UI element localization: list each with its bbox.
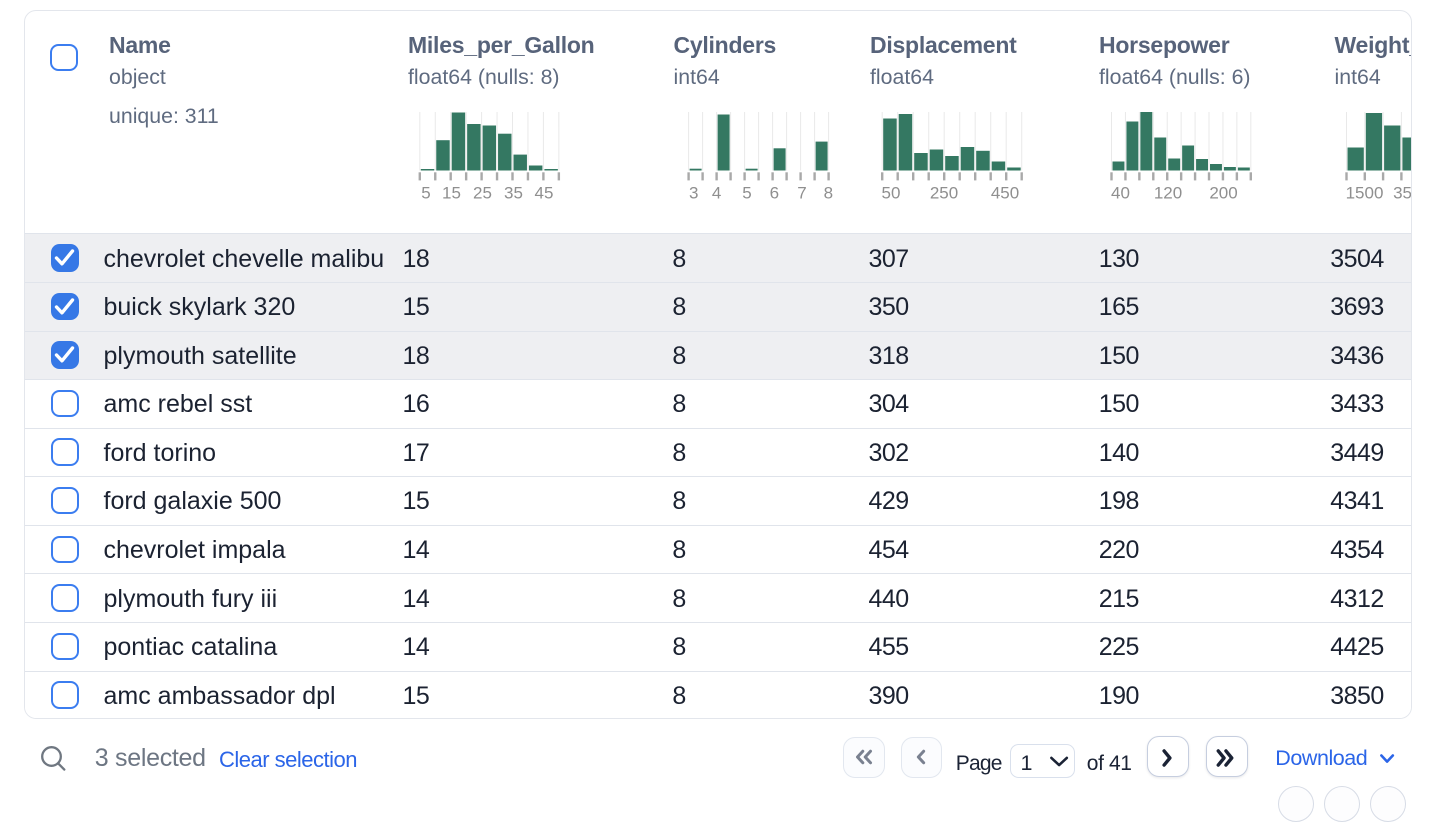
svg-text:40: 40 bbox=[1111, 184, 1130, 203]
svg-text:15: 15 bbox=[442, 184, 461, 203]
svg-text:5: 5 bbox=[421, 184, 430, 203]
svg-text:25: 25 bbox=[473, 184, 492, 203]
svg-text:4: 4 bbox=[712, 184, 721, 203]
svg-text:5: 5 bbox=[742, 184, 751, 203]
svg-text:8: 8 bbox=[824, 184, 833, 203]
svg-text:45: 45 bbox=[535, 184, 554, 203]
svg-text:120: 120 bbox=[1154, 184, 1182, 203]
svg-text:250: 250 bbox=[930, 184, 958, 203]
svg-text:6: 6 bbox=[770, 184, 779, 203]
svg-text:1500: 1500 bbox=[1346, 184, 1384, 203]
svg-text:3500: 3500 bbox=[1393, 184, 1412, 203]
svg-text:7: 7 bbox=[797, 184, 806, 203]
svg-text:3: 3 bbox=[689, 184, 698, 203]
svg-text:35: 35 bbox=[504, 184, 523, 203]
svg-text:200: 200 bbox=[1209, 184, 1237, 203]
svg-text:50: 50 bbox=[882, 184, 901, 203]
svg-text:450: 450 bbox=[991, 184, 1019, 203]
